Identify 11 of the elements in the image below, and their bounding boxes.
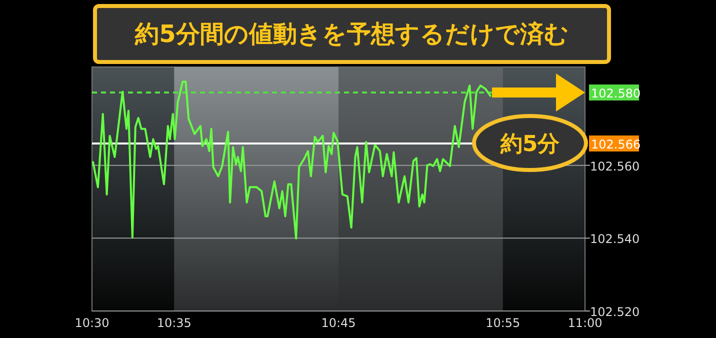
x-tick-label: 11:00	[568, 316, 602, 330]
x-tick-label: 10:35	[156, 316, 192, 330]
y-tick-label: 102.560	[590, 159, 640, 174]
annotation: 約5分	[499, 132, 561, 157]
x-tick-label: 10:30	[74, 316, 110, 330]
chart-title: 約5分間の値動きを予想するだけで済む	[134, 20, 569, 48]
x-tick-label: 10:45	[321, 316, 356, 330]
y-tick-label: 102.540	[590, 232, 640, 246]
x-tick-label: 10:55	[486, 316, 520, 330]
line-series	[92, 80, 492, 240]
y-tick-label: 102.520	[590, 305, 640, 319]
